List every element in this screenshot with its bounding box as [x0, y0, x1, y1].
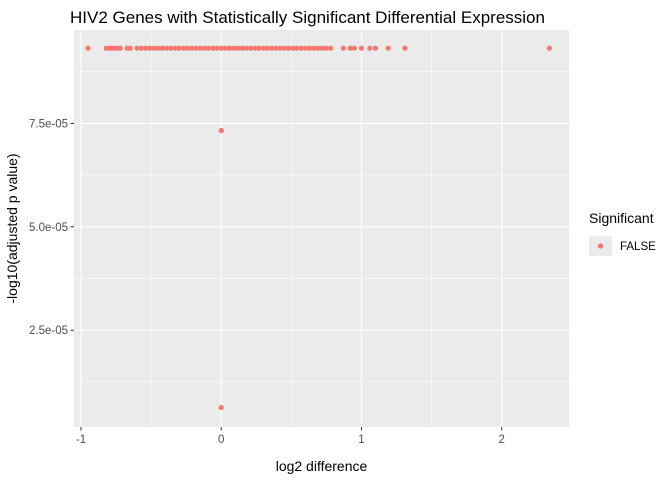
data-point — [277, 45, 283, 51]
data-point — [138, 45, 144, 51]
data-point — [372, 45, 379, 51]
x-axis-title: log2 difference — [276, 458, 368, 474]
data-point — [197, 45, 203, 51]
data-point — [252, 45, 258, 51]
data-point — [311, 45, 317, 51]
data-point — [546, 45, 552, 51]
data-point — [218, 45, 224, 51]
data-point — [256, 45, 262, 51]
data-point — [264, 45, 271, 51]
data-point — [147, 45, 153, 51]
x-tick-label: -1 — [76, 434, 86, 446]
legend-key-dot — [597, 243, 604, 249]
data-point — [235, 45, 241, 51]
y-axis-title: -log10(adjusted p value) — [4, 153, 20, 303]
data-point — [239, 45, 245, 51]
data-point — [159, 45, 165, 51]
data-point — [243, 45, 250, 51]
y-tick-label: 2.5e-05 — [29, 325, 68, 337]
data-point — [184, 45, 191, 51]
data-point — [214, 45, 220, 51]
legend: Significant FALSE — [589, 210, 656, 256]
data-point — [298, 45, 304, 51]
data-point — [269, 45, 275, 51]
data-point — [302, 45, 308, 51]
data-point — [222, 45, 229, 51]
data-point — [306, 45, 313, 51]
data-point — [294, 45, 300, 51]
data-point — [281, 45, 287, 51]
legend-title: Significant — [589, 210, 654, 226]
data-point — [117, 45, 123, 51]
data-point — [172, 45, 178, 51]
data-point — [290, 45, 296, 51]
data-point — [206, 45, 212, 51]
data-point — [168, 45, 174, 51]
data-point — [210, 45, 216, 51]
x-tick-label: 1 — [358, 434, 364, 446]
x-axis-ticks: -1 0 1 2 — [76, 427, 505, 446]
data-point — [351, 45, 358, 51]
data-point — [319, 45, 325, 51]
data-point — [176, 45, 182, 51]
data-point — [127, 45, 133, 51]
x-tick-label: 0 — [218, 434, 224, 446]
legend-label-false: FALSE — [620, 241, 656, 253]
data-point — [231, 45, 237, 51]
data-point — [151, 45, 157, 51]
data-point — [189, 45, 195, 51]
data-points — [85, 45, 552, 411]
data-point — [248, 45, 254, 51]
chart-title: HIV2 Genes with Statistically Significan… — [70, 8, 545, 27]
x-tick-label: 2 — [498, 434, 504, 446]
data-point — [385, 45, 391, 51]
data-point — [218, 404, 224, 411]
data-point — [163, 45, 170, 51]
data-point — [340, 45, 346, 51]
data-point — [358, 45, 365, 51]
data-point — [328, 45, 334, 51]
data-point — [201, 45, 208, 51]
y-axis-ticks: 2.5e-05 5.0e-05 7.5e-05 — [29, 118, 74, 337]
data-point — [180, 45, 186, 51]
data-point — [273, 45, 279, 51]
data-point — [285, 45, 292, 51]
data-point — [193, 45, 199, 51]
data-point — [155, 45, 161, 51]
data-point — [323, 45, 330, 51]
data-point — [85, 45, 91, 51]
data-point — [315, 45, 321, 51]
data-point — [260, 45, 266, 51]
plot-panel — [74, 30, 569, 427]
data-point — [134, 45, 140, 51]
grid-lines — [74, 30, 569, 427]
data-point — [367, 45, 373, 51]
data-point — [227, 45, 233, 51]
y-tick-label: 7.5e-05 — [29, 118, 68, 130]
data-point — [402, 45, 408, 51]
data-point — [218, 127, 224, 134]
data-point — [347, 45, 353, 51]
data-point — [142, 45, 149, 51]
y-tick-label: 5.0e-05 — [29, 222, 68, 234]
